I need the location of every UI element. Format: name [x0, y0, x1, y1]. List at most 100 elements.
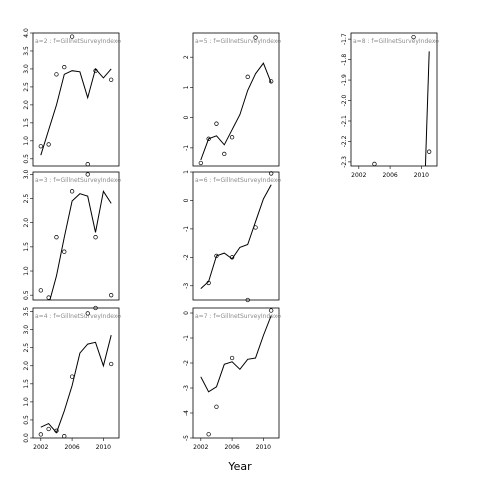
y-tick-label: 1.0 [23, 136, 30, 146]
observed-point [109, 361, 114, 367]
y-tick-label: -2.3 [341, 156, 348, 168]
observed-point [93, 305, 98, 311]
x-axis-label: Year [227, 460, 252, 473]
y-tick-label: -2.2 [341, 135, 348, 147]
panel-frame [192, 32, 280, 167]
y-tick-label: -2 [183, 254, 190, 260]
fitted-line [424, 51, 430, 166]
x-tick-label: 2002 [351, 172, 366, 179]
observed-point [253, 225, 258, 230]
y-tick-label: -5 [183, 435, 190, 441]
observed-point [62, 434, 67, 439]
observed-point [269, 171, 274, 176]
y-tick-label: 2.5 [23, 343, 30, 353]
panel-title: a=2 : f=GillnetSurveyIndexo [35, 38, 121, 45]
panel-1: 0.5 1.0 1.5 2.0 2.5 3.0 3.5 4.0 a=2 : f=GillnetS… [23, 28, 121, 167]
observed-point [222, 151, 227, 157]
observed-point [214, 253, 219, 259]
y-tick-label: 1.5 [23, 242, 30, 252]
panel-6: 0.0 0.5 1.0 1.5 2.0 2.5 3.0 3.5 2002 2006 2010 a=4 … [23, 305, 121, 451]
observed-point [38, 432, 43, 437]
observed-point [85, 311, 90, 316]
y-tick-label: 2.5 [23, 194, 30, 204]
y-tick-label: 2.5 [23, 82, 30, 92]
y-tick-label: -3 [183, 385, 190, 391]
observed-point [214, 404, 219, 409]
fitted-line [200, 184, 272, 289]
observed-point [198, 160, 203, 166]
panel-title: a=6 : f=GillnetSurveyIndexo [195, 177, 281, 184]
observed-point [411, 34, 416, 40]
y-tick-label: 1 [183, 170, 190, 174]
y-tick-label: -1 [183, 335, 190, 341]
y-tick-label: -1.7 [341, 33, 348, 45]
panel-frame [32, 171, 120, 301]
panel-title: a=4 : f=GillnetSurveyIndexo [35, 313, 121, 320]
y-tick-label: 2.0 [23, 100, 30, 110]
x-tick-label: 2006 [224, 444, 239, 451]
fitted-line [200, 315, 272, 393]
observed-point [38, 288, 43, 293]
y-tick-label: 0.5 [23, 415, 30, 425]
y-tick-label: 3.5 [23, 307, 30, 317]
y-tick-label: 2.0 [23, 218, 30, 228]
observed-point [206, 136, 211, 141]
panel-4: 0.5 1.0 1.5 2.0 2.5 3.0 a=3 : f=GillnetSurveyI… [23, 169, 121, 301]
y-tick-label: 0 [183, 311, 190, 315]
observed-point [93, 68, 98, 73]
panel-frame [32, 307, 120, 439]
panel-title: a=5 : f=GillnetSurveyIndexo [195, 38, 281, 45]
observed-point [85, 162, 90, 167]
y-tick-label: -2 [183, 360, 190, 366]
observed-point [245, 297, 250, 303]
y-tick-label: -2.0 [341, 94, 348, 106]
x-tick-label: 2006 [64, 444, 79, 451]
y-tick-label: -4 [183, 410, 190, 416]
observed-point [69, 189, 75, 194]
observed-point [427, 149, 432, 154]
x-tick-label: 2002 [33, 444, 48, 451]
y-tick-label: 1 [183, 85, 190, 89]
panel-5: -3 -2 -1 0 1 a=6 : f=GillnetSurveyIndexo [183, 170, 281, 303]
panel-frame [192, 171, 280, 301]
observed-point [69, 34, 75, 39]
y-tick-label: -1 [183, 226, 190, 232]
panel-frame [192, 307, 280, 439]
y-tick-label: 4.0 [23, 28, 30, 38]
y-tick-label: 3.0 [23, 64, 30, 74]
panel-7: -5 -4 -3 -2 -1 0 2002 2006 2010 a=7 : f=GillnetSu… [183, 307, 281, 451]
y-tick-label: -2.1 [341, 115, 348, 127]
observed-point [54, 72, 59, 77]
observed-point [229, 255, 235, 260]
observed-point [46, 426, 51, 432]
observed-point [229, 135, 235, 140]
y-tick-label: 0.5 [23, 154, 30, 164]
fitted-line [49, 189, 112, 300]
panel-frame [32, 32, 120, 167]
observed-point [109, 293, 114, 298]
observed-point [206, 432, 211, 437]
fitted-line [40, 334, 112, 434]
panel-3: -2.3 -2.2 -2.1 -2.0 -1.9 -1.8 -1.7 2002 2006 2010… [341, 32, 439, 179]
y-tick-label: 1.0 [23, 397, 30, 407]
y-tick-label: 0 [183, 116, 190, 120]
y-tick-label: 2.0 [23, 361, 30, 371]
observed-point [85, 172, 90, 177]
observed-point [253, 35, 258, 40]
y-tick-label: 3.0 [23, 325, 30, 335]
x-tick-label: 2010 [96, 444, 111, 451]
panel-title: a=3 : f=GillnetSurveyIndexo [35, 177, 121, 184]
x-tick-label: 2010 [414, 172, 429, 179]
x-tick-label: 2002 [193, 444, 208, 451]
observed-point [269, 79, 274, 84]
panel-title: a=7 : f=GillnetSurveyIndexo [195, 313, 281, 320]
observed-point [46, 142, 51, 147]
y-tick-label: 0.5 [23, 290, 30, 300]
y-tick-label: 1.5 [23, 379, 30, 389]
observed-point [109, 77, 114, 82]
y-tick-label: -1 [183, 145, 190, 151]
y-tick-label: 3.5 [23, 46, 30, 56]
x-tick-label: 2006 [382, 172, 397, 179]
observed-point [245, 74, 250, 79]
